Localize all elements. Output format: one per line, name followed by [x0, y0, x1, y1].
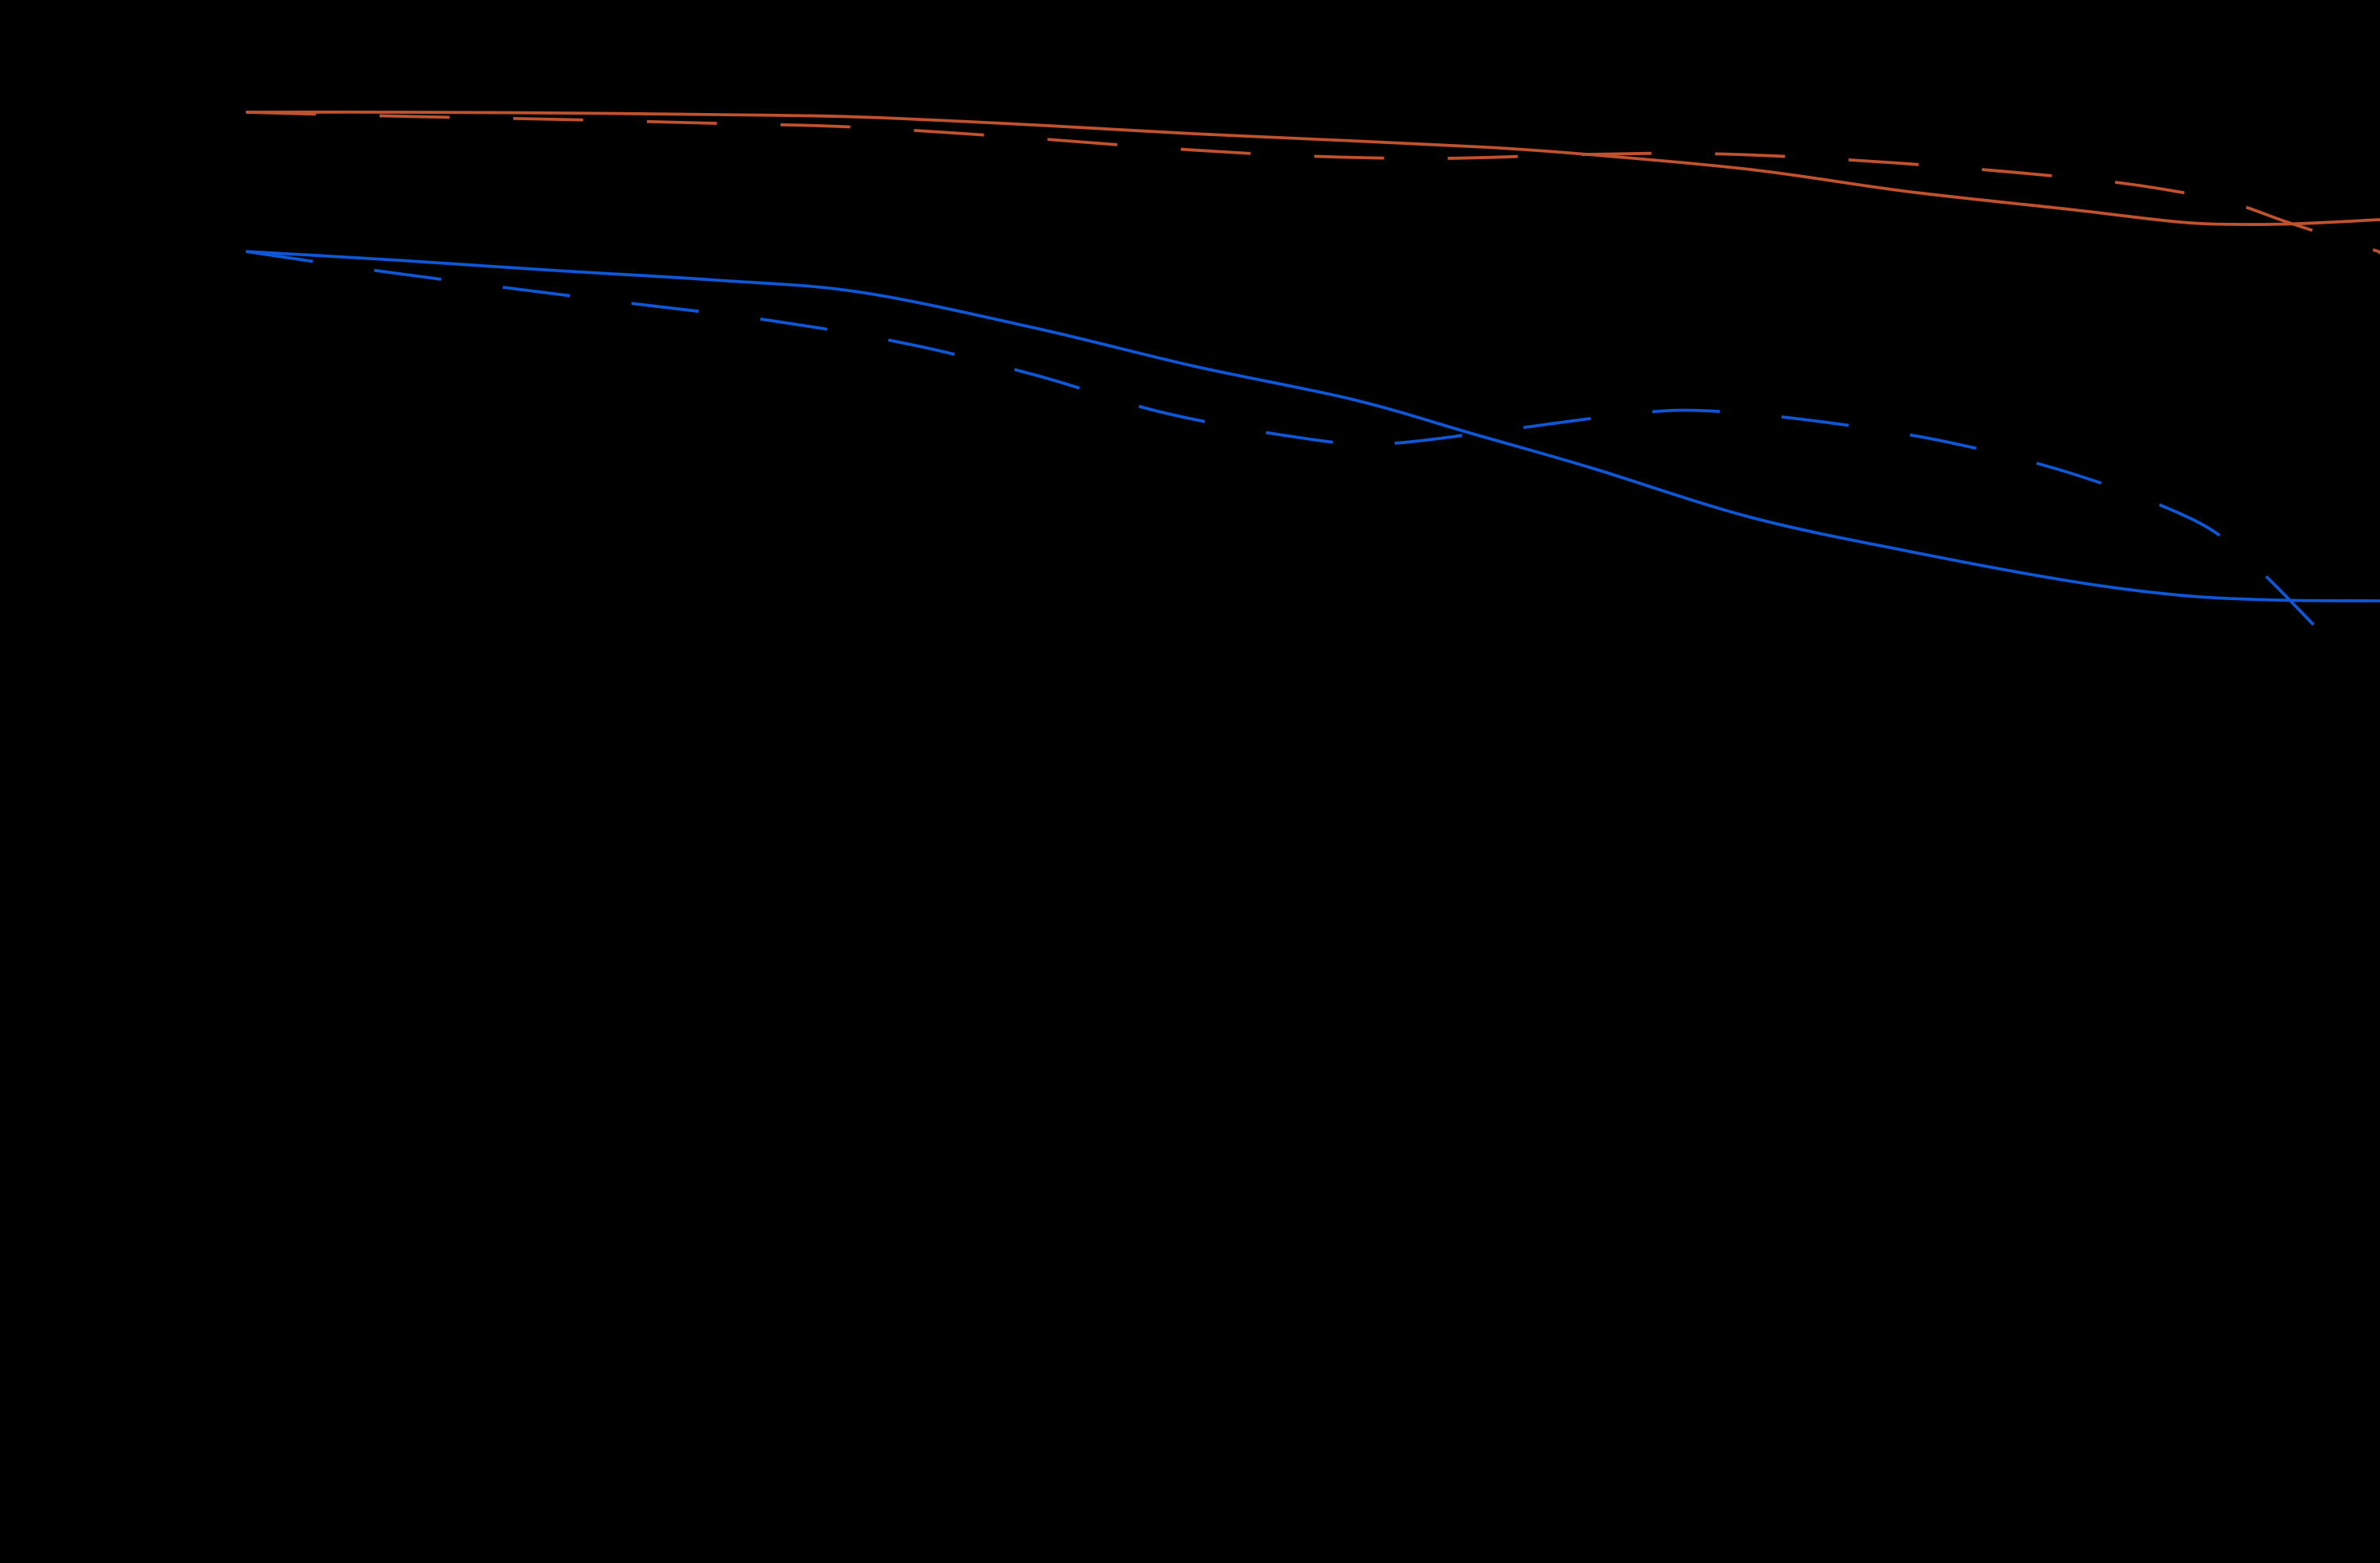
orange-dashed-curve — [245, 111, 2380, 255]
orange-solid-curve — [245, 111, 2380, 227]
blue-solid-curve — [245, 250, 2380, 602]
blue-dashed-curve — [245, 250, 2347, 660]
